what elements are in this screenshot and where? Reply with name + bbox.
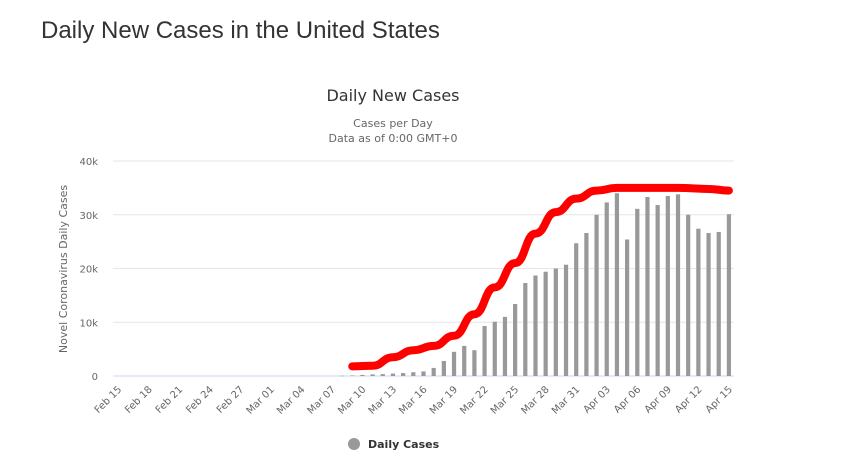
- x-tick-label: Mar 19: [428, 384, 460, 416]
- legend-label: Daily Cases: [368, 438, 440, 451]
- page-title: Daily New Cases in the United States: [41, 17, 440, 44]
- bar[interactable]: [726, 214, 732, 376]
- bar[interactable]: [482, 326, 487, 376]
- bar[interactable]: [370, 374, 375, 376]
- bar[interactable]: [563, 264, 569, 376]
- bar[interactable]: [502, 316, 508, 376]
- bar[interactable]: [523, 283, 528, 376]
- y-tick-label: 20k: [79, 265, 98, 276]
- x-tick-label: Mar 01: [245, 384, 277, 416]
- trend-overlay: [348, 183, 733, 371]
- bar[interactable]: [614, 193, 620, 376]
- x-tick-label: Feb 21: [154, 384, 186, 416]
- y-tick-label: 0: [92, 372, 98, 383]
- bar[interactable]: [655, 205, 660, 376]
- y-tick-label: 10k: [79, 318, 98, 329]
- bar[interactable]: [553, 268, 558, 377]
- bar[interactable]: [696, 228, 701, 376]
- x-tick-label: Apr 09: [643, 384, 674, 415]
- x-tick-label: Feb 15: [93, 384, 125, 416]
- bar[interactable]: [625, 239, 630, 376]
- bar[interactable]: [451, 351, 457, 376]
- bar[interactable]: [594, 214, 599, 376]
- bar[interactable]: [686, 214, 691, 376]
- bar[interactable]: [390, 373, 396, 376]
- bar[interactable]: [472, 350, 477, 376]
- gridlines: [113, 160, 734, 377]
- bar[interactable]: [431, 367, 436, 376]
- x-tick-label: Mar 10: [336, 384, 368, 416]
- y-tick-label: 40k: [79, 157, 98, 168]
- x-tick-label: Feb 27: [215, 384, 247, 416]
- bar[interactable]: [411, 372, 416, 376]
- bar[interactable]: [339, 375, 345, 377]
- bar[interactable]: [380, 374, 385, 376]
- x-tick-label: Mar 22: [458, 384, 490, 416]
- bar[interactable]: [635, 208, 640, 376]
- bars: [339, 193, 732, 377]
- bar[interactable]: [462, 345, 467, 376]
- bar[interactable]: [543, 271, 548, 376]
- x-tick-label: Feb 18: [123, 384, 155, 416]
- bar[interactable]: [513, 303, 518, 376]
- bar[interactable]: [360, 374, 365, 376]
- legend-marker: [348, 438, 360, 450]
- red-trend-line: [348, 183, 733, 371]
- x-tick-label: Mar 25: [489, 384, 521, 416]
- bar[interactable]: [401, 373, 406, 376]
- bar[interactable]: [706, 233, 711, 376]
- y-axis-ticks: 0 10k 20k 30k 40k: [79, 157, 98, 383]
- bar[interactable]: [492, 321, 497, 376]
- x-tick-label: Mar 28: [519, 384, 551, 416]
- bar[interactable]: [574, 243, 579, 376]
- x-tick-label: Mar 04: [275, 384, 307, 416]
- bar[interactable]: [533, 275, 538, 376]
- x-tick-label: Mar 07: [306, 384, 338, 416]
- chart-subtitle-line-1: Cases per Day: [353, 117, 433, 130]
- bar[interactable]: [441, 360, 446, 376]
- x-tick-label: Apr 06: [612, 384, 643, 415]
- x-tick-label: Mar 16: [397, 384, 429, 416]
- chart-title: Daily New Cases: [326, 86, 459, 105]
- legend-item-daily-cases[interactable]: Daily Cases: [348, 438, 440, 451]
- x-tick-label: Mar 31: [550, 384, 582, 416]
- chart-subtitle-line-2: Data as of 0:00 GMT+0: [329, 132, 458, 145]
- bar[interactable]: [665, 195, 670, 376]
- x-tick-label: Apr 15: [704, 384, 735, 415]
- x-tick-label: Apr 03: [582, 384, 613, 415]
- bar[interactable]: [421, 371, 426, 376]
- x-tick-label: Apr 12: [673, 384, 704, 415]
- y-axis-label: Novel Coronavirus Daily Cases: [57, 185, 70, 353]
- x-tick-label: Feb 24: [184, 384, 216, 416]
- bar[interactable]: [716, 231, 721, 376]
- bar[interactable]: [675, 194, 681, 376]
- x-tick-label: Mar 13: [367, 384, 399, 416]
- bar[interactable]: [584, 233, 589, 376]
- y-tick-label: 30k: [79, 211, 98, 222]
- bar[interactable]: [645, 197, 650, 376]
- bar[interactable]: [604, 202, 609, 376]
- bar[interactable]: [350, 375, 355, 376]
